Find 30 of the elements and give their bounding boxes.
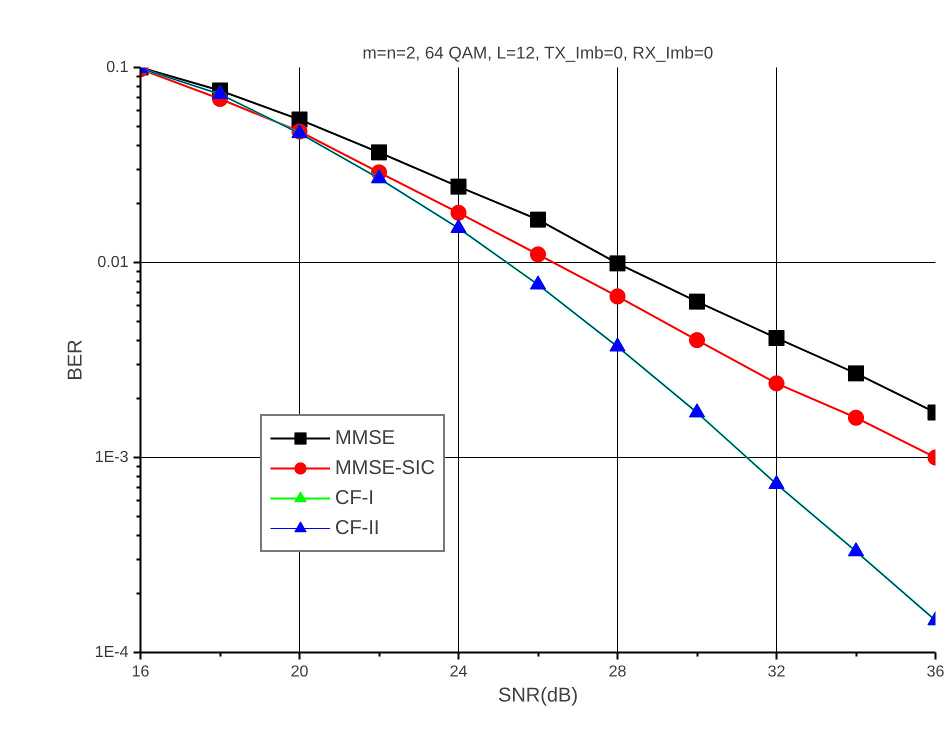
- point: [768, 330, 784, 346]
- legend-label: MMSE-SIC: [335, 456, 435, 480]
- y-tick-label: 1E-4: [94, 644, 129, 661]
- legend-label: CF-II: [335, 516, 380, 540]
- x-tick-label: 36: [926, 664, 944, 680]
- x-axis-title: SNR(dB): [498, 684, 578, 706]
- y-tick-label: 0.01: [97, 254, 129, 271]
- point: [450, 178, 466, 195]
- chart-title: m=n=2, 64 QAM, L=12, TX_Imb=0, RX_Imb=0: [362, 44, 714, 62]
- point: [530, 212, 546, 228]
- y-tick-label: 0.1: [106, 59, 129, 76]
- point: [689, 294, 705, 310]
- x-tick-label: 32: [768, 664, 786, 680]
- point: [689, 332, 705, 348]
- y-tick-label: 1E-3: [94, 449, 129, 466]
- x-tick-label: 20: [290, 664, 308, 680]
- point: [610, 255, 626, 272]
- x-tick-label: 16: [132, 664, 150, 680]
- x-tick-label: 28: [608, 664, 626, 680]
- y-axis-title: BER: [64, 339, 87, 381]
- x-tick-label: 24: [450, 664, 468, 680]
- point: [610, 288, 626, 304]
- point: [530, 246, 546, 262]
- legend-label: CF-I: [335, 486, 374, 510]
- point: [768, 375, 784, 392]
- point: [371, 144, 387, 160]
- point: [848, 365, 864, 382]
- legend-label: MMSE: [335, 426, 395, 450]
- point: [848, 410, 864, 426]
- point: [450, 204, 466, 221]
